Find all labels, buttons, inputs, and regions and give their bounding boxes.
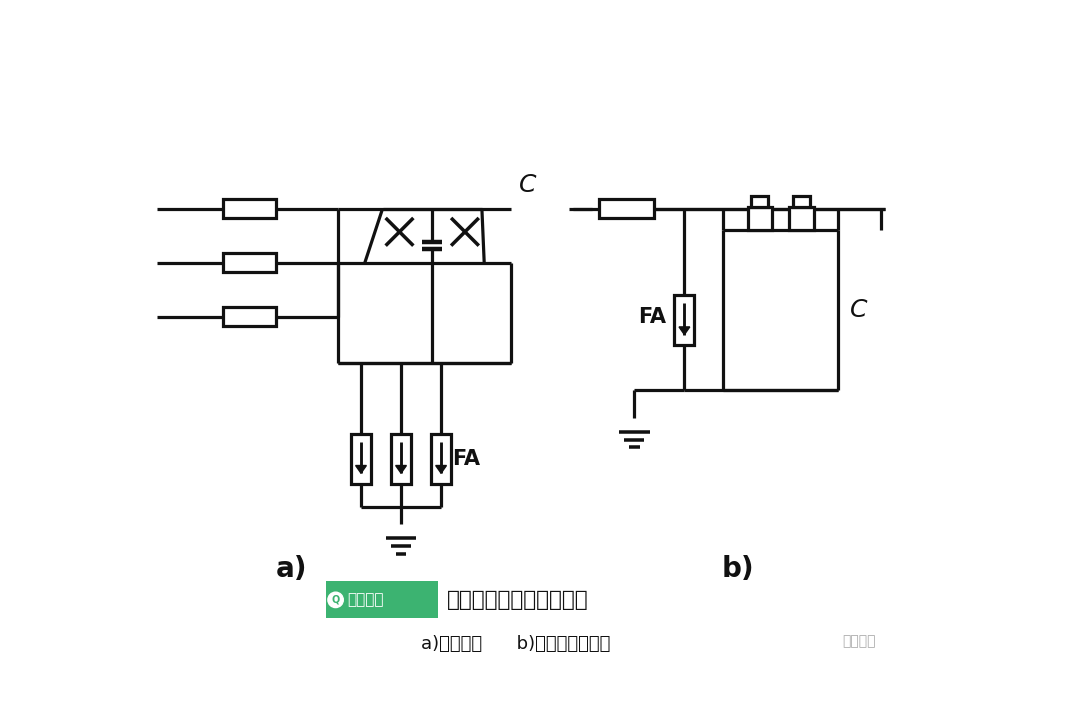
Polygon shape [435,465,446,473]
Bar [391,434,411,484]
Text: FA: FA [638,306,666,326]
Bar [351,434,372,484]
Bar [793,196,810,207]
Bar [431,434,451,484]
Bar [747,207,772,230]
Text: 线路移相电容器保护接线: 线路移相电容器保护接线 [447,590,589,610]
Bar [599,199,654,218]
Bar [326,582,438,618]
Text: C: C [518,173,537,197]
Bar [224,199,275,218]
Text: FA: FA [451,449,480,469]
Bar [752,196,768,207]
Polygon shape [395,465,406,473]
Polygon shape [679,327,690,334]
Text: C: C [850,298,867,322]
Text: a): a) [276,555,308,583]
Polygon shape [355,465,366,473]
Bar [789,207,813,230]
Circle shape [328,592,343,608]
Text: b): b) [723,555,755,583]
Text: a)接线方法      b)避雷器安装方法: a)接线方法 b)避雷器安装方法 [421,635,610,653]
Text: Q: Q [332,595,340,605]
Bar [674,296,694,345]
Text: 電工知庫: 電工知庫 [842,634,876,649]
Text: 电工知库: 电工知库 [347,592,383,608]
Bar [224,307,275,326]
Bar [224,253,275,272]
